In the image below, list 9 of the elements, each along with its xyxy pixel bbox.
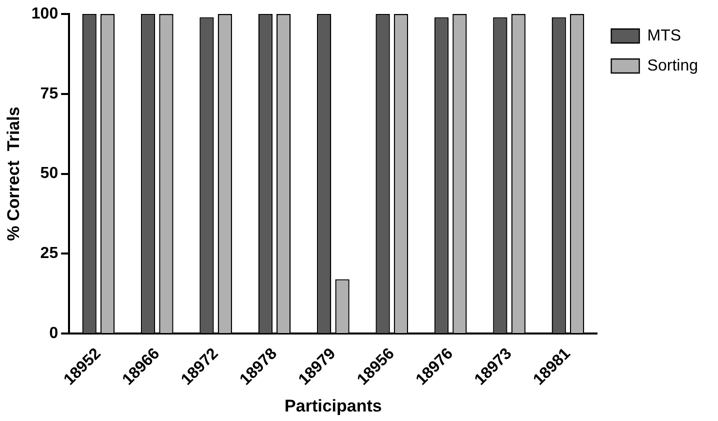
y-tick-label: 0 [49, 324, 58, 342]
y-tick-label: 100 [31, 5, 58, 22]
y-axis-title: % Correct Trials [4, 106, 23, 241]
y-tick-label: 50 [40, 165, 58, 182]
legend-label: MTS [647, 27, 682, 44]
x-axis-title: Participants [284, 396, 382, 416]
y-tick-label: 25 [40, 245, 58, 262]
y-tick-label: 75 [40, 85, 58, 102]
legend-label: Sorting [647, 57, 698, 74]
